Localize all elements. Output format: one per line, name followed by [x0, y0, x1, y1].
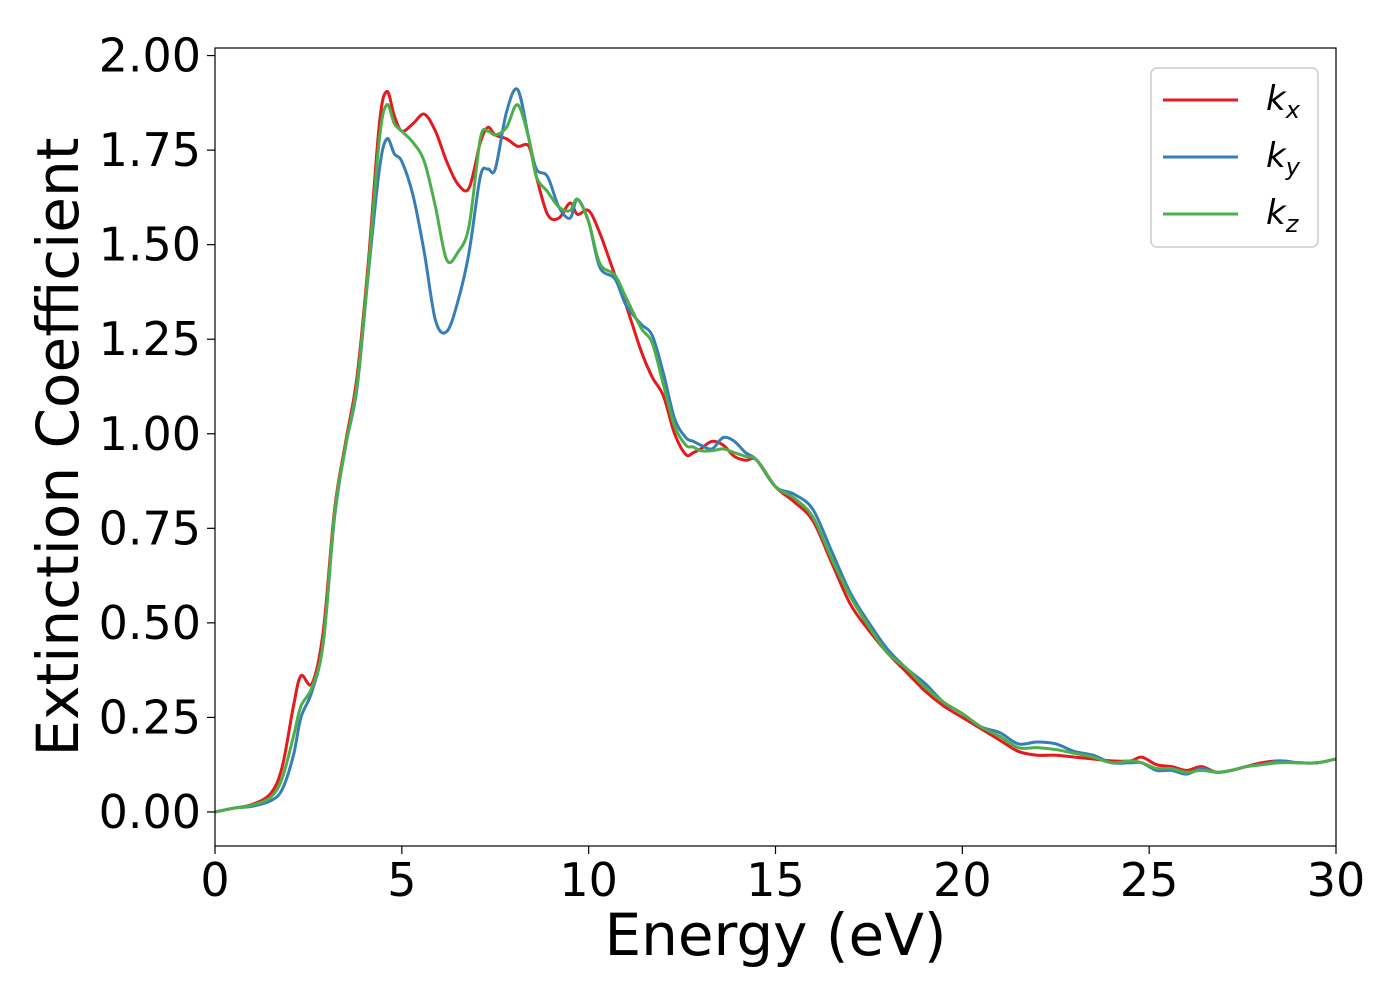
legend-label-y: ky — [1266, 136, 1301, 181]
legend-label-base: k — [1266, 136, 1287, 176]
y-tick-label: 0.25 — [99, 690, 201, 744]
y-tick-label: 0.75 — [99, 501, 201, 555]
x-tick-label: 15 — [746, 853, 805, 907]
plot-content — [215, 87, 1336, 814]
legend-label-z: kz — [1266, 193, 1300, 238]
y-tick-label: 0.00 — [99, 785, 201, 839]
legend-label-x: kx — [1266, 79, 1301, 124]
x-tick-label: 30 — [1307, 853, 1366, 907]
y-tick-label: 0.50 — [99, 596, 201, 650]
x-tick-label: 0 — [200, 853, 229, 907]
legend-label-subscript: z — [1285, 210, 1300, 238]
y-tick-label: 1.25 — [99, 312, 201, 366]
y-tick-label: 1.75 — [99, 123, 201, 177]
y-tick-label: 1.00 — [99, 407, 201, 461]
x-tick-label: 25 — [1120, 853, 1179, 907]
legend-label-base: k — [1266, 79, 1287, 119]
legend-label-subscript: y — [1285, 153, 1301, 181]
legend-label-subscript: x — [1285, 96, 1301, 124]
x-axis: 0 5 10 15 20 25 30 — [200, 846, 1365, 907]
x-axis-title: Energy (eV) — [604, 901, 946, 969]
series-line-z — [215, 103, 1336, 814]
x-tick-label: 10 — [559, 853, 618, 907]
x-tick-label: 20 — [933, 853, 992, 907]
y-axis-title: Extinction Coefficient — [24, 138, 92, 757]
legend-label-base: k — [1266, 193, 1287, 233]
x-tick-label: 5 — [387, 853, 416, 907]
y-tick-label: 1.50 — [99, 218, 201, 272]
y-axis: 0.00 0.25 0.50 0.75 1.00 1.25 1.50 1.75 2.00 — [99, 29, 215, 839]
y-tick-label: 2.00 — [99, 29, 201, 83]
